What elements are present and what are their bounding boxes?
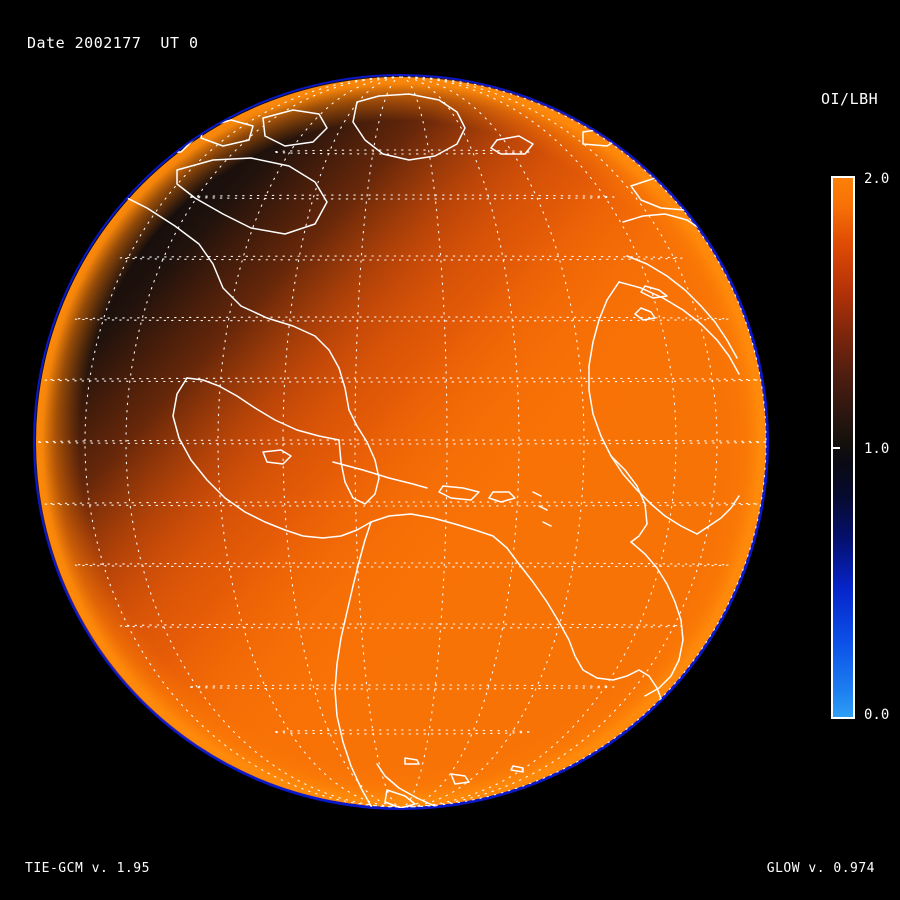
- coast-gulf-of-mexico: [186, 377, 340, 441]
- limb-brightening: [36, 77, 766, 807]
- coast-mediterranean-north: [626, 255, 738, 359]
- coast-iceland: [490, 135, 534, 155]
- coast-victoria-island: [200, 119, 254, 147]
- colorbar-label-min: 0.0: [864, 707, 890, 723]
- coast-tierra-del-fuego: [384, 789, 416, 808]
- coast-banks-island: [138, 131, 194, 153]
- colorbar-label-max: 2.0: [864, 171, 890, 187]
- date-label: Date 2002177 UT 0: [27, 34, 199, 52]
- colorbar-tick-mid: [831, 447, 840, 449]
- model-version-label: TIE-GCM v. 1.95: [25, 861, 150, 876]
- globe-svg: [33, 74, 769, 810]
- coast-cuba: [332, 461, 428, 489]
- coast-mexico-west: [172, 377, 286, 531]
- coast-lesser-antilles: [532, 491, 552, 527]
- coast-south-america-south: [376, 763, 628, 808]
- coast-sicily: [634, 307, 656, 321]
- coast-bahamas: [262, 449, 292, 465]
- coast-central-america: [284, 521, 372, 539]
- graticule: [35, 76, 767, 808]
- coast-africa-southwest: [630, 541, 684, 697]
- glow-version-label: GLOW v. 0.974: [766, 861, 875, 876]
- coast-puerto-rico: [488, 491, 516, 503]
- globe-plot: [27, 74, 775, 811]
- colorbar-title: OI/LBH: [821, 90, 879, 108]
- coast-south-america-west: [334, 521, 380, 808]
- coast-south-georgia: [404, 757, 420, 765]
- colorbar-label-mid: 1.0: [864, 441, 890, 457]
- coast-baffin: [262, 109, 328, 147]
- coast-antarctica: [294, 805, 624, 808]
- coast-africa-gulf-guinea: [696, 495, 740, 535]
- coast-hispaniola: [438, 485, 480, 501]
- coast-falklands: [450, 773, 470, 785]
- coast-italy: [640, 285, 668, 299]
- coast-hudson-bay: [176, 157, 328, 235]
- coast-africa-west: [588, 281, 698, 535]
- coast-florida: [338, 409, 380, 505]
- coast-mediterranean-south: [618, 281, 740, 375]
- coast-island-small: [510, 765, 524, 773]
- coast-north-america-north: [118, 193, 350, 411]
- coast-greenland: [352, 93, 466, 161]
- coast-africa-bight: [610, 455, 648, 543]
